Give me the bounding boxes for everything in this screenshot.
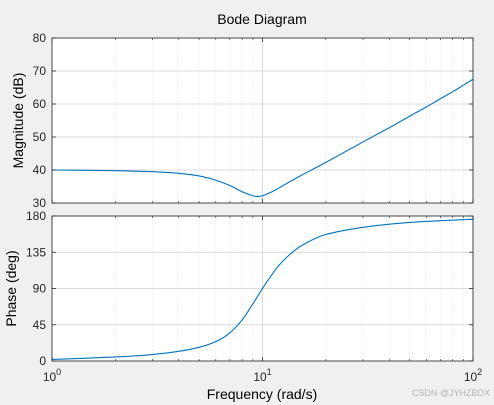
chart-title: Bode Diagram <box>217 11 307 27</box>
magnitude-series-line <box>51 78 474 197</box>
watermark: CSDN @JYHZBDX <box>412 388 490 398</box>
phase-ticks: 0 45 90 135 180 <box>26 209 474 368</box>
magnitude-y-tick-label: 40 <box>33 163 47 177</box>
magnitude-y-tick-label: 60 <box>33 97 47 111</box>
phase-series-line <box>51 218 474 360</box>
phase-y-tick-label: 90 <box>33 282 47 296</box>
magnitude-series <box>51 78 474 197</box>
magnitude-y-tick-label: 30 <box>33 196 47 210</box>
x-tick-labels: 100 101 102 <box>43 367 482 384</box>
magnitude-panel: 30 40 50 60 70 80 Magnitude (dB) <box>10 31 474 210</box>
x-tick-label: 100 <box>43 367 61 384</box>
x-tick-label: 101 <box>253 367 271 384</box>
magnitude-y-tick-label: 70 <box>33 64 47 78</box>
phase-ylabel: Phase (deg) <box>3 250 19 326</box>
phase-y-tick-label: 135 <box>26 245 46 259</box>
phase-y-tick-label: 0 <box>39 354 46 368</box>
phase-y-tick-label: 180 <box>26 209 46 223</box>
phase-y-tick-label: 45 <box>33 318 47 332</box>
magnitude-y-tick-label: 80 <box>33 31 47 45</box>
x-tick-label: 102 <box>464 367 482 384</box>
magnitude-y-tick-label: 50 <box>33 130 47 144</box>
phase-panel: 0 45 90 135 180 Phase (deg) <box>3 209 474 368</box>
magnitude-ticks: 30 40 50 60 70 80 <box>33 31 474 210</box>
x-axis-label: Frequency (rad/s) <box>207 386 317 402</box>
magnitude-ylabel: Magnitude (dB) <box>10 73 26 169</box>
phase-series <box>51 218 474 360</box>
